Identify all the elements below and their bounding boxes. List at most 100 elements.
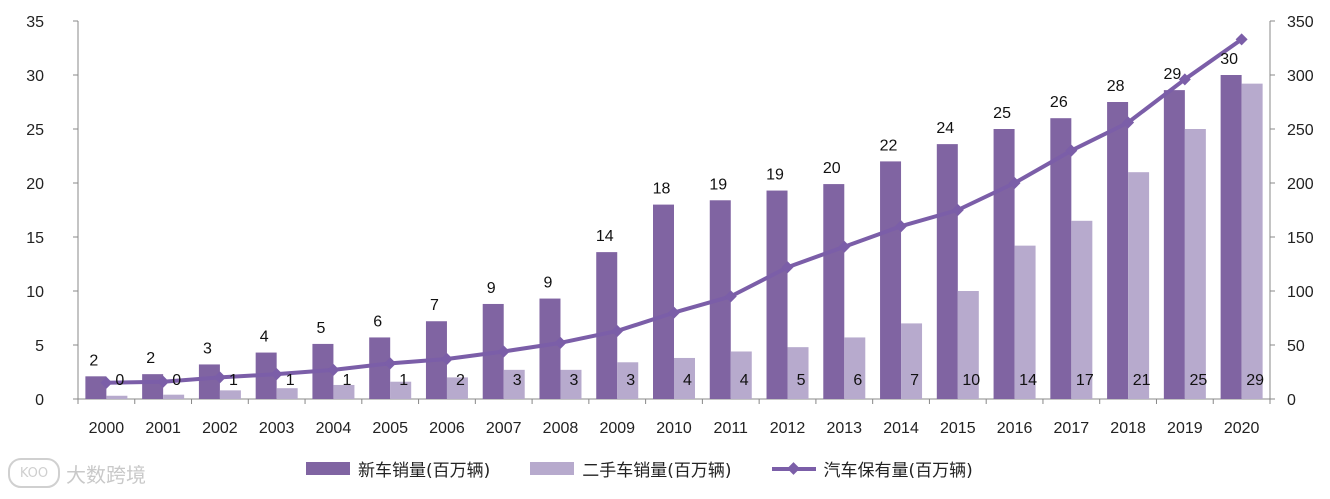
y-tick-left-label: 10	[26, 284, 44, 301]
data-label-used-car: 14	[1019, 372, 1037, 389]
legend-item-used-car: 二手车销量(百万辆)	[530, 456, 732, 481]
ownership-point	[724, 290, 737, 303]
bar-new-car	[198, 364, 220, 399]
y-tick-right-label: 250	[1287, 122, 1314, 139]
legend-label-used-car: 二手车销量(百万辆)	[582, 461, 732, 481]
ownership-point	[157, 375, 170, 388]
bar-used-car	[276, 388, 298, 399]
data-label-new-car: 28	[1107, 78, 1125, 95]
legend: 新车销量(百万辆) 二手车销量(百万辆) 汽车保有量(百万辆)	[306, 456, 1013, 481]
y-tick-left-label: 20	[26, 176, 44, 193]
bar-used-car	[730, 351, 752, 399]
bar-new-car	[369, 337, 391, 399]
ownership-point	[895, 220, 908, 233]
bar-new-car	[596, 252, 618, 399]
bar-used-car	[957, 291, 979, 399]
data-label-new-car: 3	[203, 340, 212, 357]
ownership-point	[327, 363, 340, 376]
watermark-logo-icon: KOO	[8, 458, 60, 488]
data-label-used-car: 1	[342, 372, 351, 389]
x-tick-label: 2004	[316, 420, 352, 437]
bar-new-car	[1163, 90, 1185, 400]
x-tick-label: 2009	[599, 420, 635, 437]
ownership-line	[100, 33, 1248, 389]
data-label-new-car: 9	[544, 275, 553, 292]
bar-new-car	[823, 184, 845, 399]
x-tick-label: 2016	[997, 420, 1033, 437]
data-label-used-car: 1	[286, 372, 295, 389]
bar-used-car	[674, 357, 695, 399]
ownership-point	[440, 353, 453, 366]
bar-used-car	[901, 323, 923, 399]
x-tick-label: 2000	[89, 420, 125, 437]
ownership-point	[951, 204, 964, 216]
y-tick-right-label: 350	[1287, 14, 1314, 31]
bar-new-car	[766, 190, 788, 399]
x-tick-label: 2012	[770, 420, 806, 437]
x-tick-label: 2011	[714, 420, 749, 437]
x-tick-label: 2008	[543, 420, 579, 437]
y-tick-left-label: 5	[35, 338, 44, 355]
data-label-new-car: 5	[316, 320, 325, 337]
data-label-used-car: 3	[570, 372, 579, 389]
data-label-new-car: 9	[487, 280, 496, 297]
ownership-point	[1235, 33, 1248, 46]
data-label-new-car: 19	[709, 176, 727, 193]
x-tick-label: 2003	[259, 420, 295, 437]
data-label-new-car: 22	[880, 137, 898, 154]
y-tick-right-label: 0	[1287, 392, 1296, 409]
bar-new-car	[539, 298, 561, 399]
bar-used-car	[617, 362, 639, 399]
bar-new-car	[1220, 75, 1242, 399]
data-label-used-car: 10	[962, 372, 980, 389]
data-label-new-car: 24	[936, 120, 954, 137]
x-tick-label: 2005	[372, 420, 408, 437]
x-tick-label: 2001	[145, 420, 181, 437]
y-tick-right-label: 100	[1287, 284, 1314, 301]
bar-used-car	[1241, 83, 1263, 399]
x-tick-label: 2006	[429, 420, 465, 437]
x-tick-label: 2019	[1167, 420, 1203, 437]
bar-new-car	[1050, 118, 1072, 399]
y-tick-left-label: 0	[35, 392, 44, 409]
new-car-bars	[85, 75, 1242, 400]
y-tick-right-label: 200	[1287, 176, 1314, 193]
data-label-used-car: 7	[910, 372, 919, 389]
y-tick-right-label: 150	[1287, 230, 1314, 247]
legend-item-ownership: 汽车保有量(百万辆)	[771, 456, 973, 481]
data-label-used-car: 1	[229, 372, 238, 389]
watermark-text: 大数跨境	[66, 462, 146, 487]
data-label-new-car: 6	[373, 313, 382, 330]
bar-used-car	[106, 395, 128, 399]
data-label-used-car: 4	[683, 372, 692, 389]
y-tick-right-label: 50	[1287, 338, 1305, 355]
x-tick-label: 2020	[1224, 420, 1260, 437]
ownership-point	[270, 368, 283, 381]
bar-used-car	[560, 369, 582, 399]
ownership-point	[1065, 144, 1078, 157]
ownership-point	[497, 345, 510, 358]
x-tick-label: 2014	[883, 420, 919, 437]
bar-used-car	[1184, 129, 1206, 399]
data-label-used-car: 0	[115, 372, 124, 389]
bar-new-car	[993, 129, 1015, 399]
x-tick-label: 2013	[826, 420, 862, 437]
x-tick-label: 2018	[1110, 420, 1146, 437]
ownership-point	[1122, 116, 1135, 129]
bar-new-car	[85, 376, 107, 399]
ownership-point	[1178, 73, 1191, 86]
data-label-new-car: 25	[993, 105, 1011, 122]
bar-used-car	[446, 377, 468, 399]
data-label-used-car: 25	[1189, 372, 1207, 389]
y-tick-left-label: 30	[26, 68, 44, 85]
ownership-point	[1008, 177, 1021, 189]
bar-used-car	[163, 394, 185, 399]
data-labels: 2020314151617293931431841941952062272410…	[89, 51, 1264, 389]
legend-swatch-used-car	[530, 462, 575, 475]
data-label-new-car: 2	[146, 350, 155, 367]
bar-used-car	[844, 337, 866, 399]
data-label-used-car: 2	[456, 372, 465, 389]
bar-used-car	[1128, 172, 1150, 399]
data-label-used-car: 17	[1076, 372, 1094, 389]
